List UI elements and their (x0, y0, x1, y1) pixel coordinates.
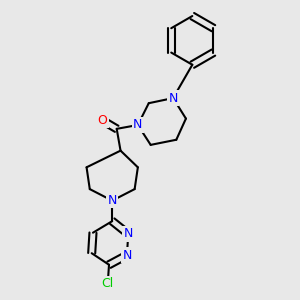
Text: Cl: Cl (102, 278, 114, 290)
Text: N: N (133, 118, 142, 131)
Text: O: O (98, 114, 107, 127)
Text: N: N (124, 227, 133, 241)
Text: N: N (122, 249, 132, 262)
Text: N: N (168, 92, 178, 105)
Text: N: N (107, 194, 117, 207)
